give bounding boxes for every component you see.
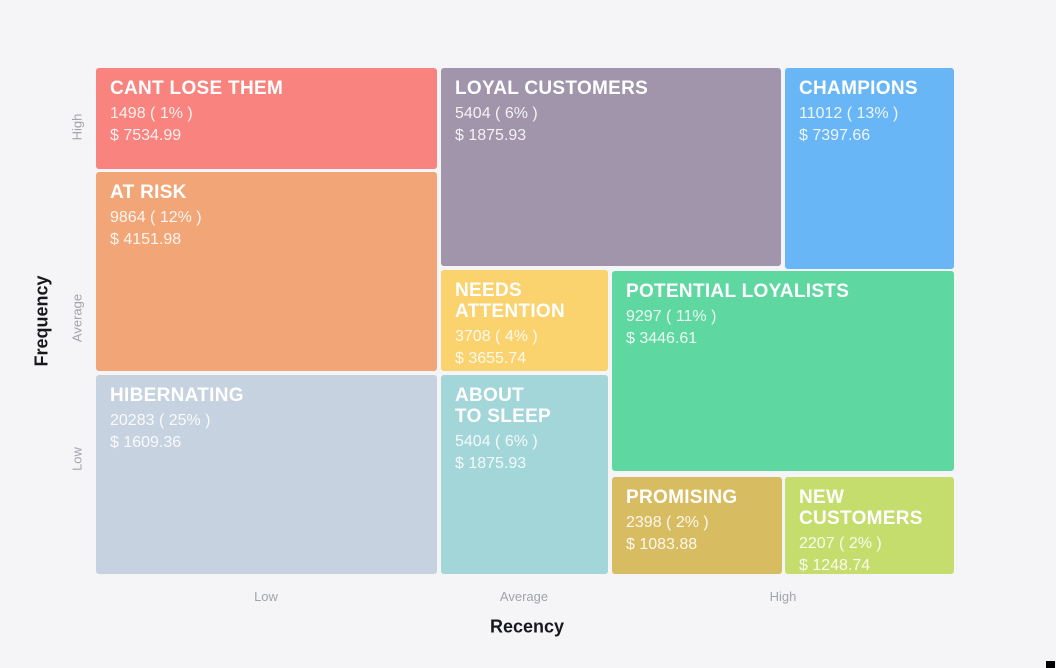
segment-count: 5404 ( 6% ) xyxy=(455,105,538,122)
x-tick-high: High xyxy=(769,589,797,604)
segment-at-risk[interactable]: AT RISK 9864 ( 12% ) $ 4151.98 xyxy=(96,172,437,371)
segment-count: 3708 ( 4% ) xyxy=(455,328,538,345)
segment-title: CANT LOSE THEM xyxy=(110,78,284,99)
x-tick-low: Low xyxy=(254,589,278,604)
segment-title: POTENTIAL LOYALISTS xyxy=(626,281,850,302)
segment-monetary: $ 7397.66 xyxy=(799,127,871,144)
segment-loyal-customers[interactable]: LOYAL CUSTOMERS 5404 ( 6% ) $ 1875.93 xyxy=(441,68,781,266)
segment-monetary: $ 7534.99 xyxy=(110,127,182,144)
segment-monetary: $ 1609.36 xyxy=(110,434,182,451)
segment-title: AT RISK xyxy=(110,182,187,203)
segment-title: HIBERNATING xyxy=(110,385,244,406)
segment-title: LOYAL CUSTOMERS xyxy=(455,78,649,99)
segment-count: 2207 ( 2% ) xyxy=(799,535,882,552)
segment-count: 9864 ( 12% ) xyxy=(110,209,202,226)
segment-count: 9297 ( 11% ) xyxy=(626,308,717,325)
segment-champions[interactable]: CHAMPIONS 11012 ( 13% ) $ 7397.66 xyxy=(785,68,954,269)
segment-title: NEEDS ATTENTION xyxy=(455,280,566,322)
segment-count: 5404 ( 6% ) xyxy=(455,433,538,450)
x-axis-title: Recency xyxy=(489,616,565,637)
segment-count: 1498 ( 1% ) xyxy=(110,105,193,122)
segment-monetary: $ 3655.74 xyxy=(455,350,527,367)
x-tick-average: Average xyxy=(499,589,549,604)
segment-title: CHAMPIONS xyxy=(799,78,918,99)
segment-monetary: $ 3446.61 xyxy=(626,330,698,347)
segment-new-customers[interactable]: NEW CUSTOMERS 2207 ( 2% ) $ 1248.74 xyxy=(785,477,954,574)
segment-cant-lose-them[interactable]: CANT LOSE THEM 1498 ( 1% ) $ 7534.99 xyxy=(96,68,437,169)
segment-monetary: $ 1875.93 xyxy=(455,127,527,144)
segment-monetary: $ 1248.74 xyxy=(799,557,871,574)
segment-about-to-sleep[interactable]: ABOUT TO SLEEP 5404 ( 6% ) $ 1875.93 xyxy=(441,375,608,574)
segment-count: 11012 ( 13% ) xyxy=(799,105,899,122)
segment-title: PROMISING xyxy=(626,487,738,508)
segment-count: 20283 ( 25% ) xyxy=(110,412,211,429)
segment-monetary: $ 1083.88 xyxy=(626,536,698,553)
segment-title: ABOUT TO SLEEP xyxy=(455,385,552,427)
segment-needs-attention[interactable]: NEEDS ATTENTION 3708 ( 4% ) $ 3655.74 xyxy=(441,270,608,371)
y-tick-high: High xyxy=(69,113,85,141)
segment-hibernating[interactable]: HIBERNATING 20283 ( 25% ) $ 1609.36 xyxy=(96,375,437,574)
y-axis-title: Frequency xyxy=(31,275,52,367)
segment-monetary: $ 1875.93 xyxy=(455,455,527,472)
screen-artifact xyxy=(1046,661,1055,668)
segment-title: NEW CUSTOMERS xyxy=(799,487,923,529)
segment-potential-loyalists[interactable]: POTENTIAL LOYALISTS 9297 ( 11% ) $ 3446.… xyxy=(612,271,954,471)
y-tick-low: Low xyxy=(69,447,85,471)
segment-promising[interactable]: PROMISING 2398 ( 2% ) $ 1083.88 xyxy=(612,477,782,574)
y-tick-average: Average xyxy=(69,293,85,343)
segment-monetary: $ 4151.98 xyxy=(110,231,182,248)
segment-count: 2398 ( 2% ) xyxy=(626,514,709,531)
